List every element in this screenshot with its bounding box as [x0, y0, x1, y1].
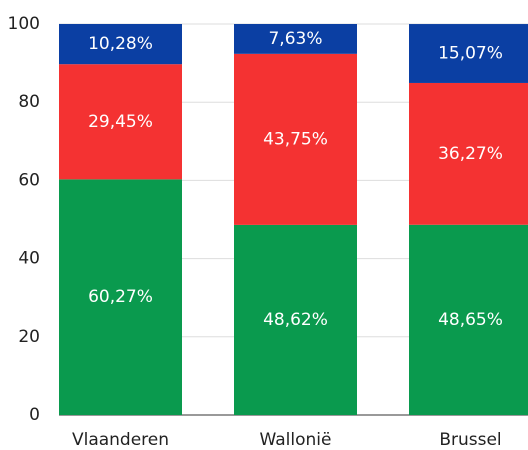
- y-tick-label: 20: [18, 327, 40, 347]
- bar-segment: [59, 64, 182, 180]
- value-label: 29,45%: [88, 112, 153, 132]
- bar-segment: [409, 82, 528, 225]
- bar-segment: [409, 24, 528, 83]
- y-tick-label: 0: [29, 405, 40, 425]
- bar-segment: [59, 24, 182, 65]
- x-tick-label: Wallonië: [260, 430, 332, 450]
- value-label: 36,27%: [438, 144, 503, 164]
- value-label: 10,28%: [88, 34, 153, 54]
- value-label: 48,65%: [438, 310, 503, 330]
- value-label: 15,07%: [438, 44, 503, 64]
- value-label: 7,63%: [268, 29, 322, 49]
- x-tick-label: Vlaanderen: [72, 430, 169, 450]
- y-tick-label: 100: [8, 14, 40, 34]
- bar-segment: [234, 53, 357, 225]
- y-tick-label: 60: [18, 170, 40, 190]
- bar-segment: [409, 224, 528, 415]
- y-tick-label: 80: [18, 92, 40, 112]
- value-label: 48,62%: [263, 310, 328, 330]
- bar-segment: [59, 179, 182, 415]
- y-tick-label: 40: [18, 249, 40, 269]
- value-label: 60,27%: [88, 287, 153, 307]
- bar-segment: [234, 224, 357, 415]
- value-label: 43,75%: [263, 129, 328, 149]
- x-tick-label: Brussel: [439, 430, 501, 450]
- bar-segment: [234, 24, 357, 54]
